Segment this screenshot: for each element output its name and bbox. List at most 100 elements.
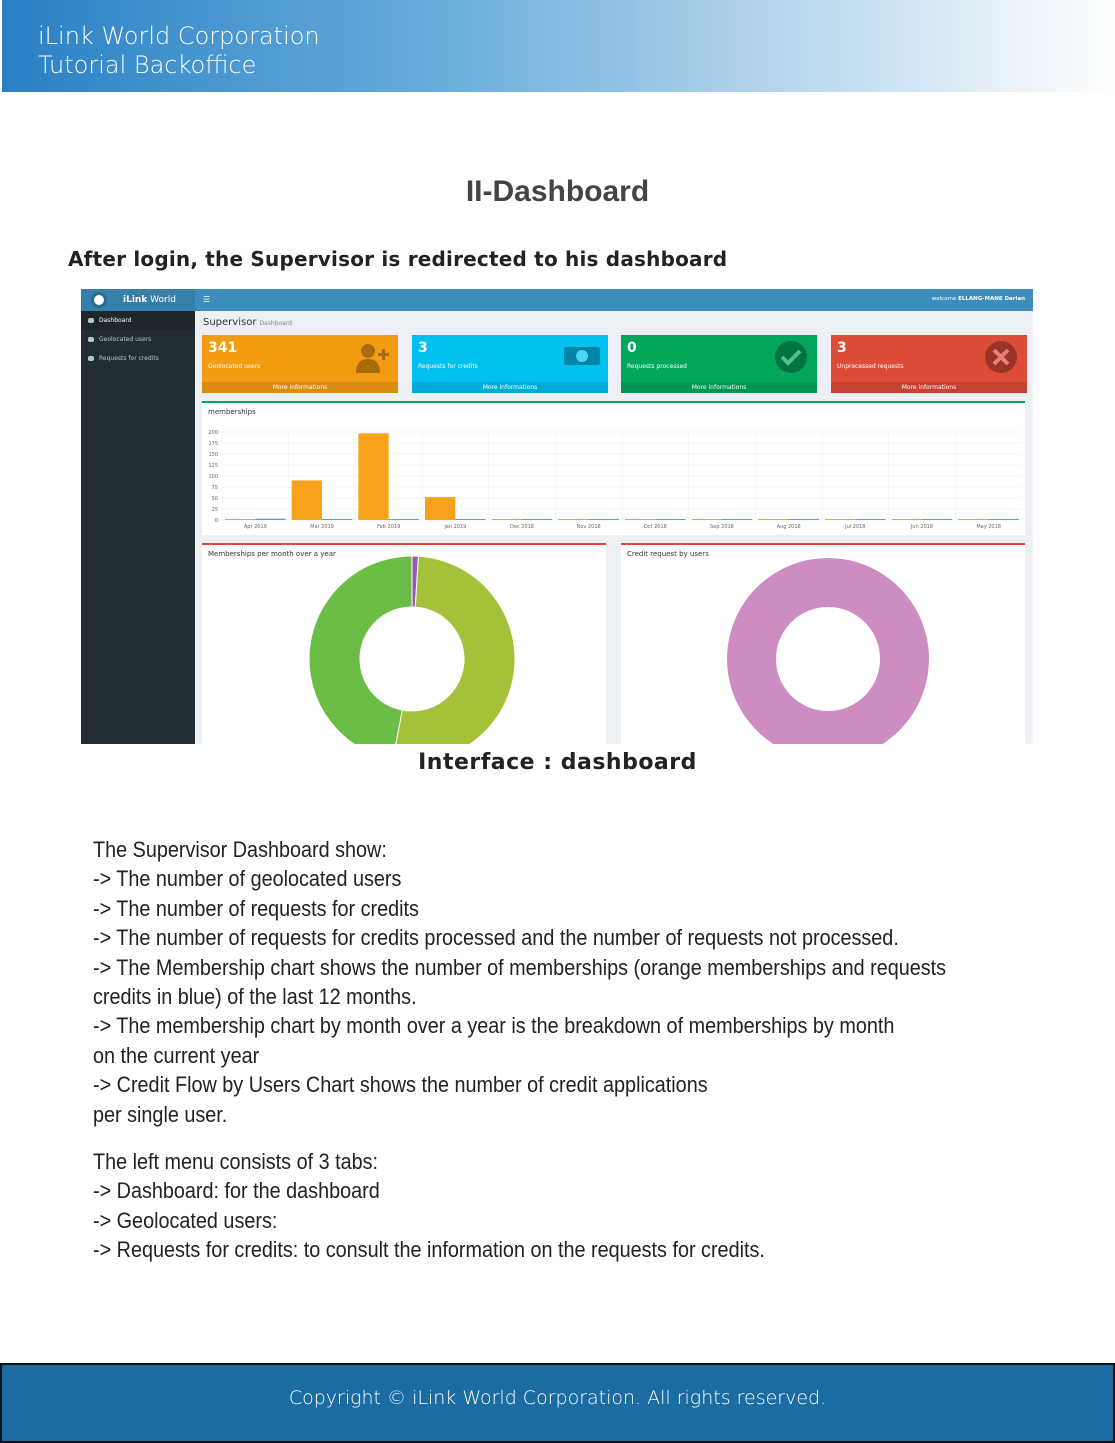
bar xyxy=(291,480,322,520)
users-icon xyxy=(88,356,94,361)
x-tick-label: Sep 2018 xyxy=(710,524,734,530)
chart-title: Credit request by users xyxy=(627,550,709,558)
bar xyxy=(988,519,1019,520)
y-tick-label: 100 xyxy=(208,474,218,480)
bar xyxy=(691,519,722,520)
page-title: Supervisor Dashboard xyxy=(203,317,292,328)
body-line: on the current year xyxy=(93,1042,260,1068)
y-tick-label: 125 xyxy=(208,463,218,469)
section-title: II-Dashboard xyxy=(465,175,650,208)
bar xyxy=(958,519,989,520)
user-plus-icon xyxy=(356,344,389,373)
figure-caption: Interface : dashboard xyxy=(418,750,697,775)
sidebar-item-label: Dashboard xyxy=(99,317,132,324)
bar xyxy=(455,519,486,520)
stat-value: 341 xyxy=(208,340,238,356)
more-info-link[interactable]: More informations xyxy=(202,382,398,393)
sidebar-item-label: Geolocated users xyxy=(99,336,152,343)
y-tick-label: 175 xyxy=(208,441,218,447)
body-line xyxy=(93,1129,1038,1147)
bar xyxy=(788,519,819,520)
stat-label: Unprocessed requests xyxy=(837,363,904,370)
y-tick-label: 150 xyxy=(208,452,218,458)
bar xyxy=(425,497,456,520)
users-icon xyxy=(88,337,94,342)
donut-slice xyxy=(395,555,516,744)
sidebar-item-label: Requests for credits xyxy=(99,355,159,362)
x-tick-label: Aug 2018 xyxy=(777,524,801,530)
bar xyxy=(825,519,856,520)
bar xyxy=(558,519,589,520)
bar xyxy=(388,519,419,520)
stat-value: 3 xyxy=(837,340,847,356)
x-tick-label: Jun 2018 xyxy=(910,524,933,530)
page-title-text: Supervisor xyxy=(203,317,257,328)
bar xyxy=(891,519,922,520)
x-tick-label: Oct 2018 xyxy=(644,524,667,530)
x-tick-label: May 2018 xyxy=(976,524,1001,530)
footer-copyright: Copyright © iLink World Corporation. All… xyxy=(0,1363,1115,1443)
memberships-per-month-panel: Memberships per month over a year xyxy=(202,543,606,744)
body-line: per single user. xyxy=(93,1101,228,1127)
intro-text: After login, the Supervisor is redirecte… xyxy=(68,247,728,271)
x-tick-label: Jul 2018 xyxy=(844,524,865,530)
body-line: -> The number of requests for credits pr… xyxy=(93,925,899,951)
chart-title: Memberships per month over a year xyxy=(208,550,336,558)
dashboard-screenshot: iLink World Dashboard Geolocated users R… xyxy=(81,289,1033,744)
donut-slice xyxy=(308,555,413,744)
bar xyxy=(322,519,353,520)
sidebar-item-geolocated-users[interactable]: Geolocated users xyxy=(81,330,195,349)
sidebar-item-dashboard[interactable]: Dashboard xyxy=(81,311,195,330)
body-line: The left menu consists of 3 tabs: xyxy=(93,1149,379,1175)
memberships-bar-chart: 0 25 50 75 100 125 150 175 200 Apr 2019 Mar 2019 Fe… xyxy=(208,430,1022,530)
app-logo[interactable]: iLink World xyxy=(81,289,195,311)
body-line: -> Requests for credits: to consult the … xyxy=(93,1237,765,1263)
y-tick-label: 75 xyxy=(212,485,218,491)
body-line: credits in blue) of the last 12 months. xyxy=(93,984,417,1010)
page-subtitle: Dashboard xyxy=(259,320,292,327)
y-tick-label: 0 xyxy=(215,518,218,524)
bar xyxy=(491,519,522,520)
stat-box-geolocated-users: 341 Geolocated users More informations xyxy=(202,335,398,393)
bar xyxy=(225,519,256,520)
sidebar-item-requests-for-credits[interactable]: Requests for credits xyxy=(81,349,195,368)
body-line: -> The number of requests for credits xyxy=(93,895,419,921)
bar xyxy=(855,519,886,520)
stat-box-unprocessed-requests: 3 Unprocessed requests More informations xyxy=(831,335,1027,393)
bar xyxy=(522,519,553,520)
stat-label: Requests for credits xyxy=(418,363,478,370)
welcome-prefix: welcome xyxy=(931,296,959,302)
body-line: -> The membership chart by month over a … xyxy=(93,1013,895,1039)
more-info-link[interactable]: More informations xyxy=(412,382,608,393)
top-navbar: ☰ welcome ELLANG-MANE Darlan xyxy=(195,289,1033,311)
body-line: -> Credit Flow by Users Chart shows the … xyxy=(93,1072,708,1098)
more-info-link[interactable]: More informations xyxy=(621,382,817,393)
y-tick-label: 25 xyxy=(212,507,218,513)
bar xyxy=(922,519,953,520)
bar xyxy=(722,519,753,520)
document-header: iLink World Corporation Tutorial Backoff… xyxy=(2,0,1115,92)
brand-bold: iLink xyxy=(123,295,148,305)
stat-value: 3 xyxy=(418,340,428,356)
sidebar: iLink World Dashboard Geolocated users R… xyxy=(81,289,195,744)
menu-toggle-icon[interactable]: ☰ xyxy=(203,295,211,304)
globe-icon xyxy=(91,292,107,308)
welcome-text: welcome ELLANG-MANE Darlan xyxy=(932,296,1025,302)
stat-label: Requests processed xyxy=(627,363,687,370)
credit-request-panel: Credit request by users xyxy=(621,543,1025,744)
credit-request-donut-chart xyxy=(727,558,929,744)
money-icon xyxy=(564,347,600,365)
more-info-link[interactable]: More informations xyxy=(831,382,1027,393)
body-line: -> The number of geolocated users xyxy=(93,866,402,892)
body-line: -> The Membership chart shows the number… xyxy=(93,954,947,980)
donut-slice xyxy=(727,558,929,744)
bar xyxy=(625,519,656,520)
x-tick-label: Jan 2019 xyxy=(443,524,466,530)
body-line: -> Geolocated users: xyxy=(93,1207,278,1233)
memberships-donut-chart xyxy=(308,555,516,744)
stat-box-requests-for-credits: 3 Requests for credits More informations xyxy=(412,335,608,393)
header-company: iLink World Corporation xyxy=(38,22,320,50)
bar xyxy=(655,519,686,520)
stat-box-requests-processed: 0 Requests processed More informations xyxy=(621,335,817,393)
header-subtitle: Tutorial Backoffice xyxy=(38,51,257,79)
